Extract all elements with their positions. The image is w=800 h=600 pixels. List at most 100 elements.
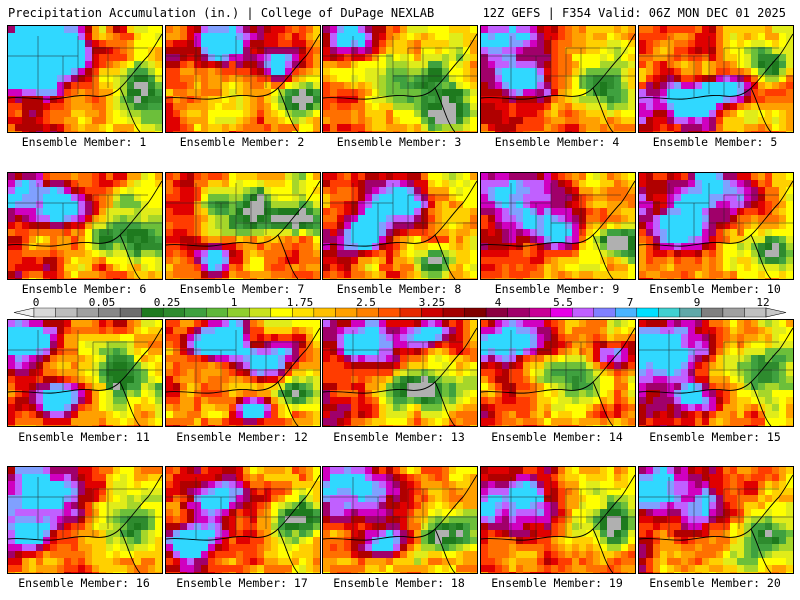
colorbar-swatch (722, 307, 745, 318)
ensemble-member-label: Ensemble Member: 19 (491, 576, 623, 590)
precip-field-map (323, 320, 477, 426)
state-borders (323, 330, 477, 392)
coastline-outline (481, 327, 635, 426)
colorbar-swatch (249, 307, 272, 318)
ensemble-member-label: Ensemble Member: 9 (494, 282, 620, 296)
colorbar-max-arrow (765, 307, 787, 318)
ensemble-panel-16 (7, 466, 163, 574)
ensemble-panel-14 (480, 319, 636, 427)
coastline-outline (166, 327, 320, 426)
colorbar-swatch (572, 307, 594, 318)
precip-field-map (481, 320, 635, 426)
ensemble-panel-6 (7, 172, 163, 280)
colorbar-swatch (335, 307, 358, 318)
ensemble-panel-15 (638, 319, 794, 427)
ensemble-member-label: Ensemble Member: 5 (652, 135, 778, 149)
ensemble-panel-13 (322, 319, 478, 427)
colorbar-swatch (442, 307, 465, 318)
state-borders (8, 330, 162, 392)
colorbar-tick-label: 1.75 (286, 296, 314, 309)
precip-field-map (166, 173, 320, 279)
ensemble-member-label: Ensemble Member: 11 (18, 430, 150, 444)
colorbar-swatch (55, 307, 78, 318)
precip-colorbar (13, 307, 787, 318)
colorbar-tick-label: 12 (756, 296, 770, 309)
ensemble-member-label: Ensemble Member: 20 (649, 576, 781, 590)
colorbar-swatch (356, 307, 379, 318)
colorbar-swatch (421, 307, 444, 318)
ensemble-panel-17 (165, 466, 321, 574)
state-borders (481, 330, 635, 392)
colorbar-swatch (378, 307, 401, 318)
ensemble-panel-12 (165, 319, 321, 427)
state-borders (639, 183, 793, 245)
ensemble-panel-18 (322, 466, 478, 574)
colorbar-tick-label: 0 (32, 296, 40, 309)
coastline-outline (639, 180, 793, 279)
colorbar-tick-label: 0.25 (153, 296, 181, 309)
colorbar-swatch (507, 307, 530, 318)
coastline-outline (481, 33, 635, 132)
precip-field-map (166, 467, 320, 573)
ensemble-member-label: Ensemble Member: 15 (649, 430, 781, 444)
coastline-outline (8, 33, 162, 132)
colorbar-swatch (744, 307, 767, 318)
precip-field-map (8, 320, 162, 426)
state-borders (8, 477, 162, 539)
precip-field-map (639, 467, 793, 573)
precip-field-map (166, 26, 320, 132)
colorbar-swatch (227, 307, 250, 318)
colorbar-tick-label: 5.5 (553, 296, 573, 309)
precip-field-map (481, 173, 635, 279)
coastline-outline (166, 474, 320, 573)
colorbar-swatch (701, 307, 724, 318)
precip-field-map (639, 320, 793, 426)
precip-field-map (8, 26, 162, 132)
state-borders (8, 36, 162, 98)
precip-field-map (8, 173, 162, 279)
state-borders (166, 477, 320, 539)
state-borders (639, 330, 793, 392)
colorbar-tick-label: 4 (494, 296, 502, 309)
colorbar-swatch (33, 307, 56, 318)
colorbar-swatch (679, 307, 702, 318)
ensemble-panel-19 (480, 466, 636, 574)
state-borders (8, 183, 162, 245)
colorbar-swatch (636, 307, 659, 318)
precip-field-map (8, 467, 162, 573)
colorbar-tick-label: 0.05 (88, 296, 116, 309)
colorbar-swatch (162, 307, 185, 318)
colorbar-swatch (76, 307, 99, 318)
colorbar-swatch (485, 307, 508, 318)
coastline-outline (166, 180, 320, 279)
precip-field-map (323, 26, 477, 132)
colorbar-tick-label: 1 (230, 296, 238, 309)
colorbar-swatch (206, 307, 228, 318)
state-borders (323, 36, 477, 98)
ensemble-member-label: Ensemble Member: 6 (21, 282, 147, 296)
colorbar-tick-label: 2.5 (356, 296, 376, 309)
state-borders (166, 36, 320, 98)
coastline-outline (8, 474, 162, 573)
model-run-valid-time: 12Z GEFS | F354 Valid: 06Z MON DEC 01 20… (482, 6, 786, 20)
precip-field-map (481, 26, 635, 132)
ensemble-member-label: Ensemble Member: 3 (336, 135, 462, 149)
state-borders (481, 183, 635, 245)
ensemble-member-label: Ensemble Member: 16 (18, 576, 150, 590)
colorbar-swatch (119, 307, 142, 318)
coastline-outline (639, 33, 793, 132)
precip-field-map (639, 173, 793, 279)
coastline-outline (639, 327, 793, 426)
ensemble-panel-5 (638, 25, 794, 133)
colorbar-swatch (550, 307, 573, 318)
coastline-outline (323, 327, 477, 426)
colorbar-tick-label: 3.25 (418, 296, 446, 309)
state-borders (639, 36, 793, 98)
coastline-outline (8, 180, 162, 279)
map-title: Precipitation Accumulation (in.) | Colle… (8, 6, 435, 20)
ensemble-panel-2 (165, 25, 321, 133)
state-borders (166, 330, 320, 392)
colorbar-swatch (141, 307, 164, 318)
colorbar-swatch (615, 307, 638, 318)
colorbar-swatch (399, 307, 422, 318)
